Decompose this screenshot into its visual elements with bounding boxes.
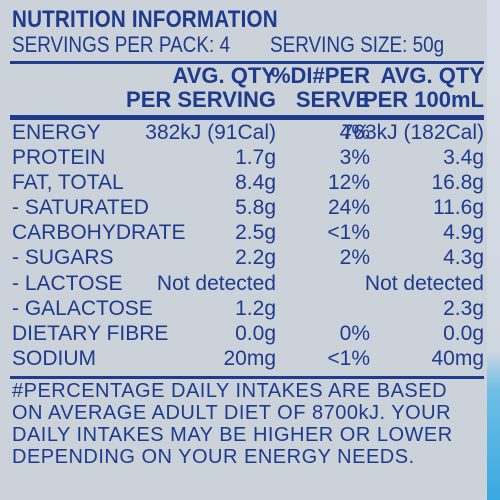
panel-title: NUTRITION INFORMATION [12, 6, 278, 33]
servings-per-pack: SERVINGS PER PACK: 4 [12, 32, 231, 57]
package-edge [487, 0, 500, 500]
daily-intake-value: 4% [339, 121, 370, 144]
per-100ml-value: 3.4g [443, 146, 484, 169]
table-row: - SATURATED 5.8g 24% 11.6g [0, 196, 500, 221]
daily-intake-value: <1% [327, 347, 370, 370]
nutrient-label: SODIUM [12, 347, 96, 370]
per-serving-value: Not detected [156, 272, 276, 295]
table-row: FAT, TOTAL 8.4g 12% 16.8g [0, 171, 500, 196]
footnote-line: DEPENDING ON YOUR ENERGY NEEDS. [12, 446, 415, 468]
per-serving-value: 0.0g [235, 322, 276, 345]
table-row: CARBOHYDRATE 2.5g <1% 4.9g [0, 221, 500, 246]
header-daily-intake-line1: %DI#PER [270, 63, 370, 88]
daily-intake-value: 0% [339, 322, 370, 345]
per-serving-value: 2.5g [235, 221, 276, 244]
nutrient-label: - SATURATED [12, 196, 149, 219]
nutrient-label: - GALACTOSE [12, 297, 153, 320]
per-serving-value: 382kJ (91Cal) [145, 121, 276, 144]
per-100ml-value: 4.3g [443, 246, 484, 269]
footnote-line: DAILY INTAKES MAY BE HIGHER OR LOWER [12, 424, 453, 446]
per-100ml-value: 40mg [431, 347, 484, 370]
per-serving-value: 20mg [223, 347, 276, 370]
table-row: PROTEIN 1.7g 3% 3.4g [0, 146, 500, 171]
table-row: ENERGY 382kJ (91Cal) 4% 763kJ (182Cal) [0, 121, 500, 146]
header-daily-intake-line2: SERVE [295, 87, 370, 112]
header-daily-intake: %DI#PER SERVE [271, 64, 370, 112]
header-per-serving-line1: AVG. QTY [172, 63, 277, 88]
daily-intake-value: <1% [327, 221, 370, 244]
footnote-line: ON AVERAGE ADULT DIET OF 8700kJ. YOUR [12, 402, 452, 424]
divider-top [10, 61, 484, 64]
per-100ml-value: Not detected [364, 272, 484, 295]
divider-footnote [10, 376, 484, 379]
per-100ml-value: 16.8g [431, 171, 484, 194]
daily-intake-value: 12% [327, 171, 370, 194]
footnote: #PERCENTAGE DAILY INTAKES ARE BASED ON A… [12, 380, 482, 468]
nutrient-label: PROTEIN [12, 146, 106, 169]
nutrient-label: FAT, TOTAL [12, 171, 124, 194]
table-row: SODIUM 20mg <1% 40mg [0, 347, 500, 372]
per-serving-value: 1.7g [235, 146, 276, 169]
servings-line: SERVINGS PER PACK: 4 SERVING SIZE: 50g [12, 32, 482, 58]
table-row: - SUGARS 2.2g 2% 4.3g [0, 246, 500, 271]
per-100ml-value: 2.3g [443, 297, 484, 320]
serving-size: SERVING SIZE: 50g [270, 32, 445, 57]
nutrient-label: DIETARY FIBRE [12, 322, 169, 345]
divider-header [10, 115, 484, 120]
table-row: - LACTOSE Not detected Not detected [0, 272, 500, 297]
per-100ml-value: 0.0g [443, 322, 484, 345]
footnote-line: #PERCENTAGE DAILY INTAKES ARE BASED [12, 380, 448, 402]
per-serving-value: 1.2g [235, 297, 276, 320]
header-per-100ml-line2: PER 100mL [362, 87, 484, 112]
nutrient-label: - SUGARS [12, 246, 114, 269]
header-per-100ml-line1: AVG. QTY [380, 63, 485, 88]
per-serving-value: 8.4g [235, 171, 276, 194]
per-100ml-value: 11.6g [433, 196, 484, 219]
daily-intake-value: 24% [327, 196, 370, 219]
table-row: - GALACTOSE 1.2g 2.3g [0, 297, 500, 322]
per-100ml-value: 763kJ (182Cal) [341, 121, 484, 144]
nutrient-label: CARBOHYDRATE [12, 221, 186, 244]
per-serving-value: 2.2g [235, 246, 276, 269]
per-100ml-value: 4.9g [443, 221, 484, 244]
header-per-100ml: AVG. QTY PER 100mL [363, 64, 484, 112]
header-per-serving-line2: PER SERVING [126, 87, 276, 112]
daily-intake-value: 2% [339, 246, 370, 269]
table-row: DIETARY FIBRE 0.0g 0% 0.0g [0, 322, 500, 347]
header-per-serving: AVG. QTY PER SERVING [126, 64, 276, 112]
nutrient-label: - LACTOSE [12, 272, 123, 295]
nutrient-label: ENERGY [12, 121, 101, 144]
daily-intake-value: 3% [339, 146, 370, 169]
per-serving-value: 5.8g [235, 196, 276, 219]
